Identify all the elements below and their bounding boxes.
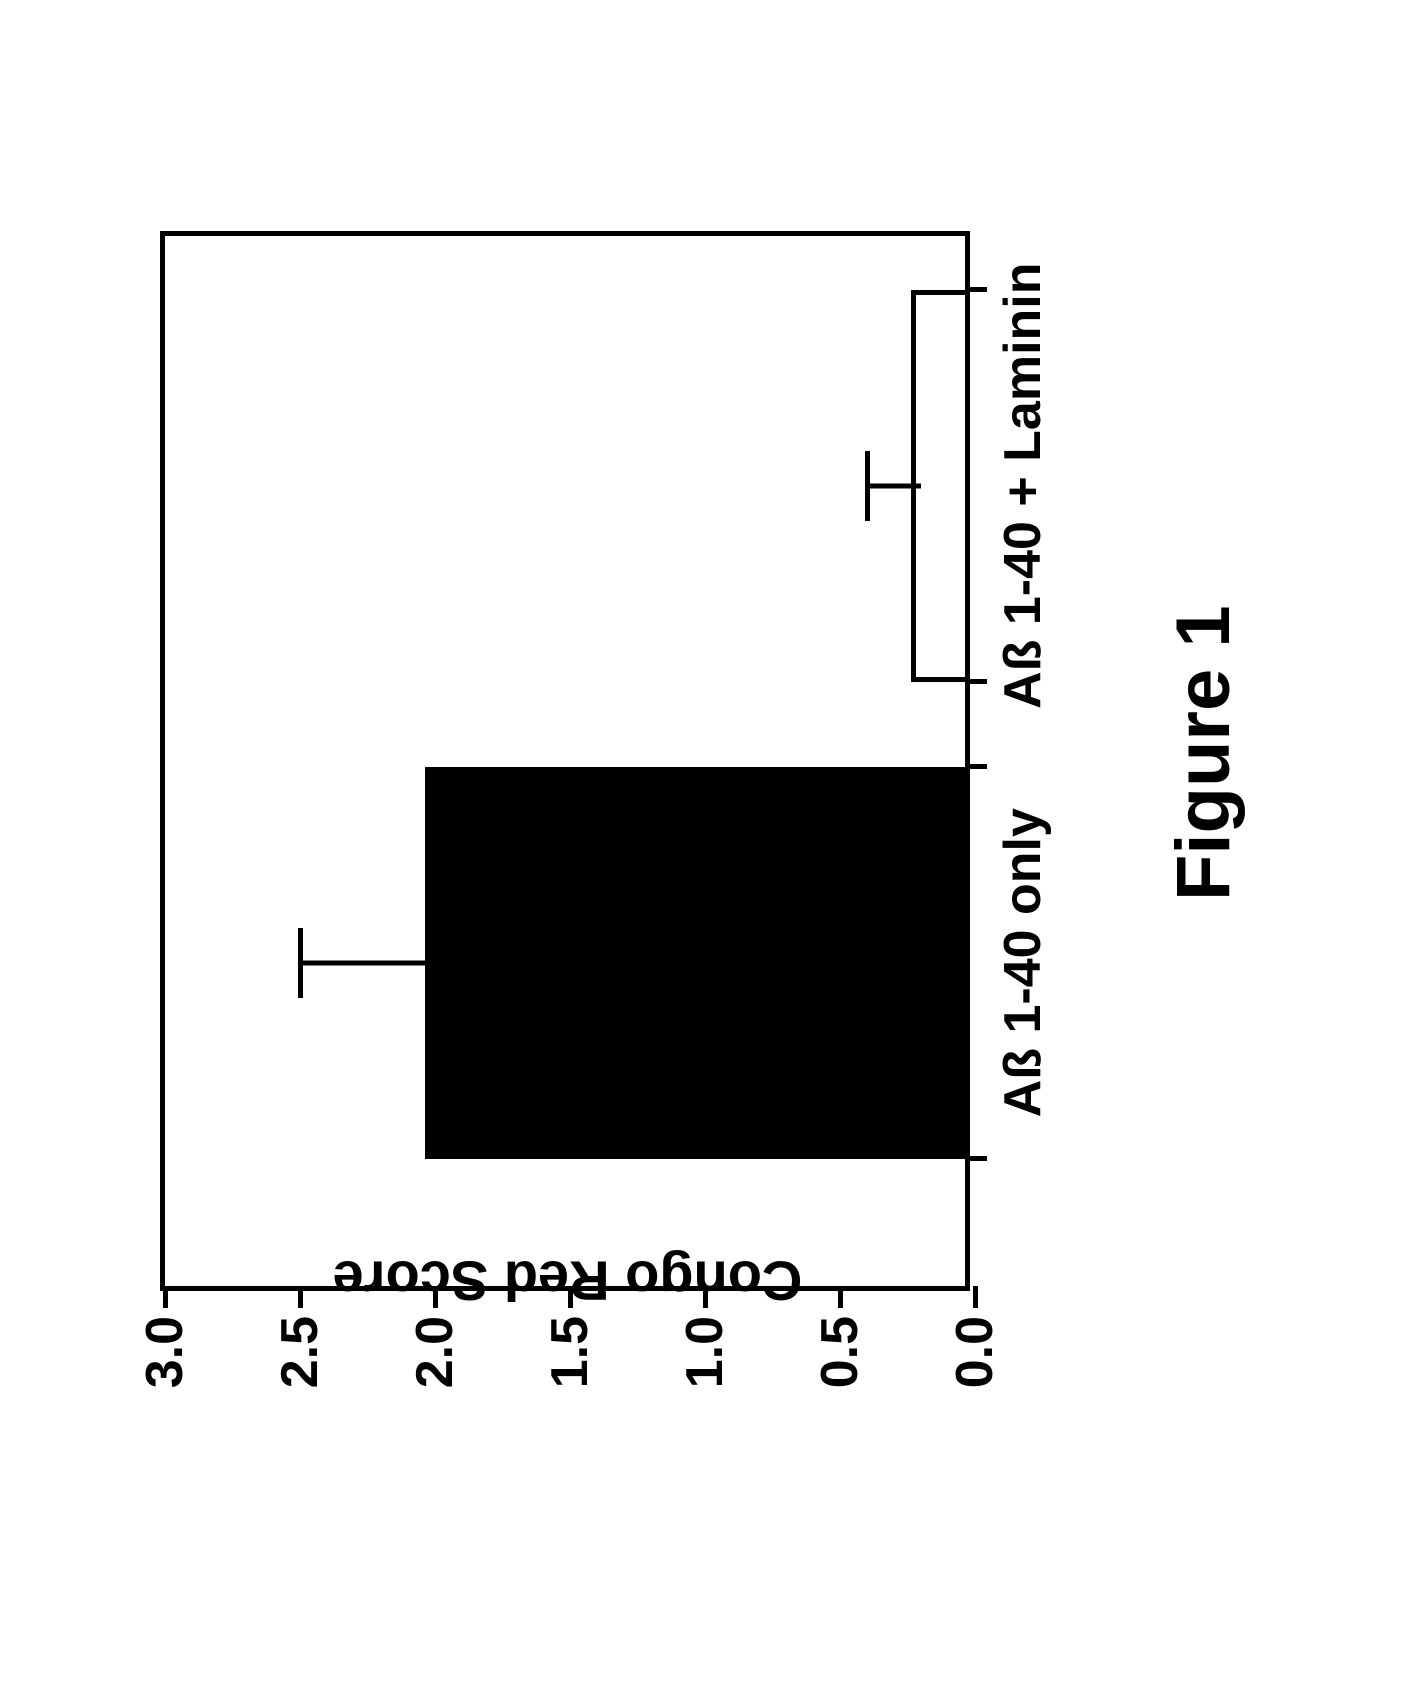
y-tick-label: 2.0	[405, 1316, 465, 1388]
x-tick	[965, 679, 987, 684]
y-tick-label: 1.5	[540, 1316, 600, 1388]
y-tick-label: 3.0	[135, 1316, 195, 1388]
x-tick-label: Aß 1-40 + Laminin	[993, 262, 1053, 708]
figure-caption: Figure 1	[1160, 605, 1247, 901]
y-tick-label: 0.5	[810, 1316, 870, 1388]
chart-wrapper: 0.0 0.5 1.0 1.5 2.0 2.5 3.0 Aß 1-40 only Aß 1-40…	[120, 151, 1220, 1451]
x-tick	[965, 287, 987, 292]
y-tick-label: 1.0	[675, 1316, 735, 1388]
y-tick-label: 2.5	[270, 1316, 330, 1388]
y-tick	[298, 1286, 303, 1308]
x-tick	[965, 764, 987, 769]
rotated-figure-container: 0.0 0.5 1.0 1.5 2.0 2.5 3.0 Aß 1-40 only Aß 1-40…	[0, 0, 1402, 1691]
y-tick	[838, 1286, 843, 1308]
x-tick	[965, 1156, 987, 1161]
y-axis-title: Congo Red Score	[333, 1249, 803, 1314]
y-tick	[973, 1286, 978, 1308]
bar	[425, 767, 965, 1159]
plot-area: 0.00.51.01.52.02.53.0Aß 1-40 onlyAß 1-40…	[160, 231, 970, 1291]
y-tick-label: 0.0	[945, 1316, 1005, 1388]
y-tick	[163, 1286, 168, 1308]
x-tick-label: Aß 1-40 only	[993, 808, 1053, 1117]
